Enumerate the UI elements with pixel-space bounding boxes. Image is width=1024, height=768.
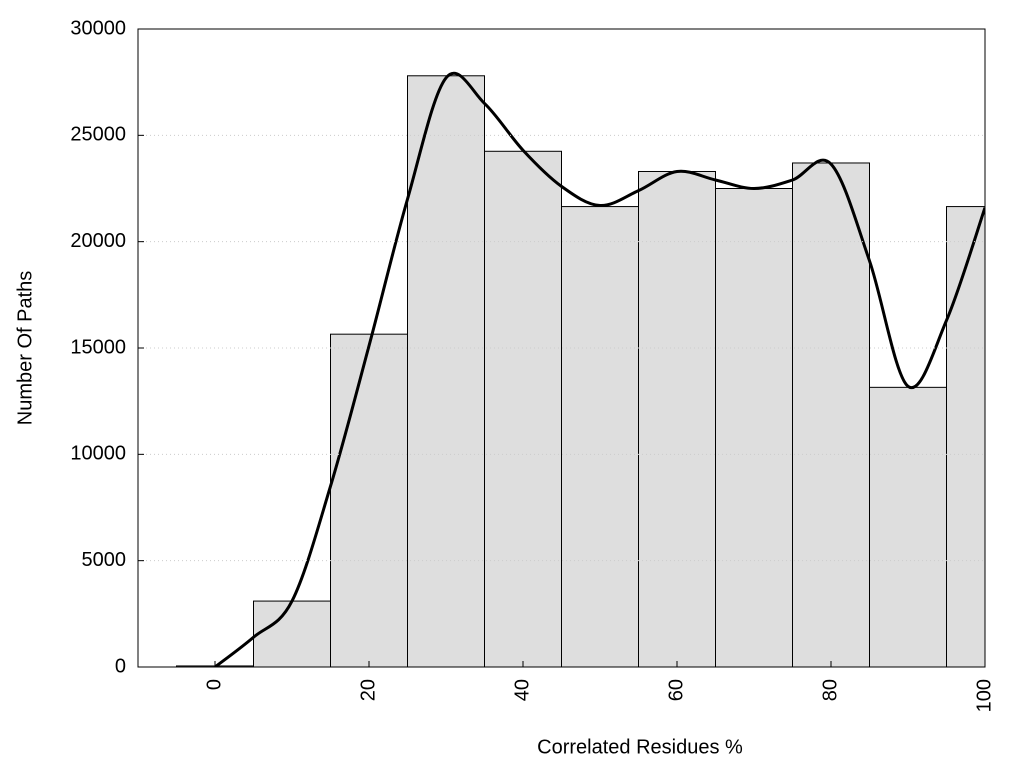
y-tick-label: 15000 (70, 336, 126, 358)
bar (253, 600, 331, 667)
x-tick-label: 20 (357, 679, 379, 701)
bar (407, 75, 485, 667)
bar (869, 386, 947, 667)
x-tick-label: 40 (511, 679, 533, 701)
y-tick-label: 0 (115, 655, 126, 677)
bar (561, 206, 639, 667)
y-tick-label: 20000 (70, 230, 126, 252)
y-tick-label: 30000 (70, 17, 126, 39)
bar (715, 188, 793, 667)
x-tick-label: 80 (819, 679, 841, 701)
y-tick-label: 25000 (70, 124, 126, 146)
bar (330, 333, 408, 667)
x-tick-label: 0 (203, 679, 225, 690)
plot-frame (137, 28, 986, 668)
x-axis-label: Correlated Residues % (537, 736, 743, 758)
bar (484, 150, 562, 667)
bar (792, 162, 870, 667)
bar (638, 170, 716, 667)
bar (946, 206, 985, 667)
plot-area (176, 71, 985, 667)
y-tick-label: 5000 (82, 549, 127, 571)
x-tick-label: 100 (973, 679, 995, 712)
x-tick-label: 60 (665, 679, 687, 701)
density-curve (214, 71, 985, 667)
y-tick-label: 10000 (70, 443, 126, 465)
y-axis-label: Number Of Paths (14, 271, 36, 426)
